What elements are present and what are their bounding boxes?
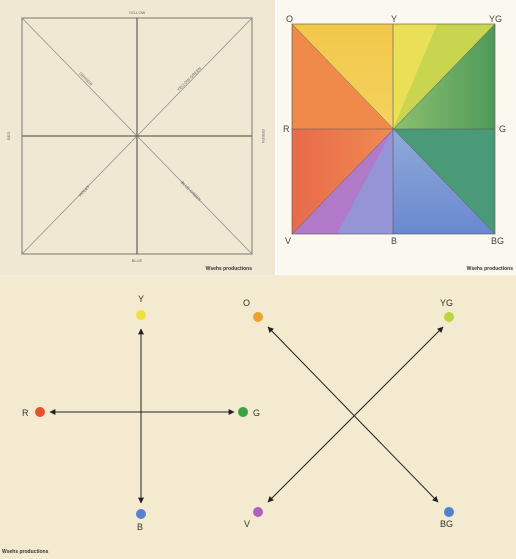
outline-diagram-svg: YELLOW BLUE RED GREEN ORANGE YELLOW-GREE… [6, 10, 266, 272]
label-diag-tr: YELLOW-GREEN [176, 66, 202, 92]
credit-panel1: Wsehs productions [206, 266, 253, 272]
label-diag-tl: ORANGE [78, 71, 94, 87]
corner-label-tr: YG [489, 14, 502, 24]
dot-yg [444, 312, 454, 322]
label-top: YELLOW [129, 10, 146, 15]
arrow-o-bg [267, 326, 439, 503]
credit-panel3: Wsehs productions [2, 549, 49, 555]
node-label-r: R [22, 408, 29, 418]
label-right: GREEN [261, 129, 266, 143]
label-diag-bl: VIOLET [77, 184, 91, 198]
dot-b [136, 509, 146, 519]
color-diagonal-up [291, 23, 496, 235]
panel-color-square: O Y YG R G V B BG Wsehs productions [277, 0, 516, 275]
corner-label-bl: V [285, 236, 291, 246]
node-label-y: Y [138, 294, 144, 304]
color-square-svg: O Y YG R G V B BG Wsehs productions [283, 14, 514, 272]
corner-label-br: BG [491, 236, 504, 246]
dot-bg [444, 507, 454, 517]
region-blue-left [337, 129, 393, 234]
node-label-b: B [137, 522, 143, 532]
credit-panel2: Wsehs productions [467, 266, 514, 272]
dot-v [253, 507, 263, 517]
label-g-right: G [499, 124, 506, 134]
label-b-bottom: B [391, 236, 397, 246]
label-diag-br: BLUE-GREEN [180, 180, 202, 202]
label-left: RED [6, 132, 11, 141]
node-label-bg: BG [440, 519, 453, 529]
label-r-left: R [283, 124, 290, 134]
node-label-g: G [253, 408, 260, 418]
dot-y [136, 310, 146, 320]
panel-outline-diagram: YELLOW BLUE RED GREEN ORANGE YELLOW-GREE… [0, 0, 277, 275]
dot-g [238, 407, 248, 417]
node-label-v: V [244, 519, 250, 529]
axis-diagrams-svg: Y B R G O YG V BG Wsehs productions [2, 294, 454, 555]
dot-o [253, 312, 263, 322]
label-y-top: Y [391, 14, 397, 24]
arrow-yg-v [267, 326, 444, 503]
diagonal-up [21, 17, 253, 255]
panel-axis-diagrams: Y B R G O YG V BG Wsehs productions [0, 277, 516, 559]
region-yellow-right [393, 24, 437, 129]
corner-label-tl: O [286, 14, 293, 24]
node-label-yg: YG [440, 298, 453, 308]
label-bottom: BLUE [132, 258, 143, 263]
node-label-o: O [243, 298, 250, 308]
dot-r [35, 407, 45, 417]
